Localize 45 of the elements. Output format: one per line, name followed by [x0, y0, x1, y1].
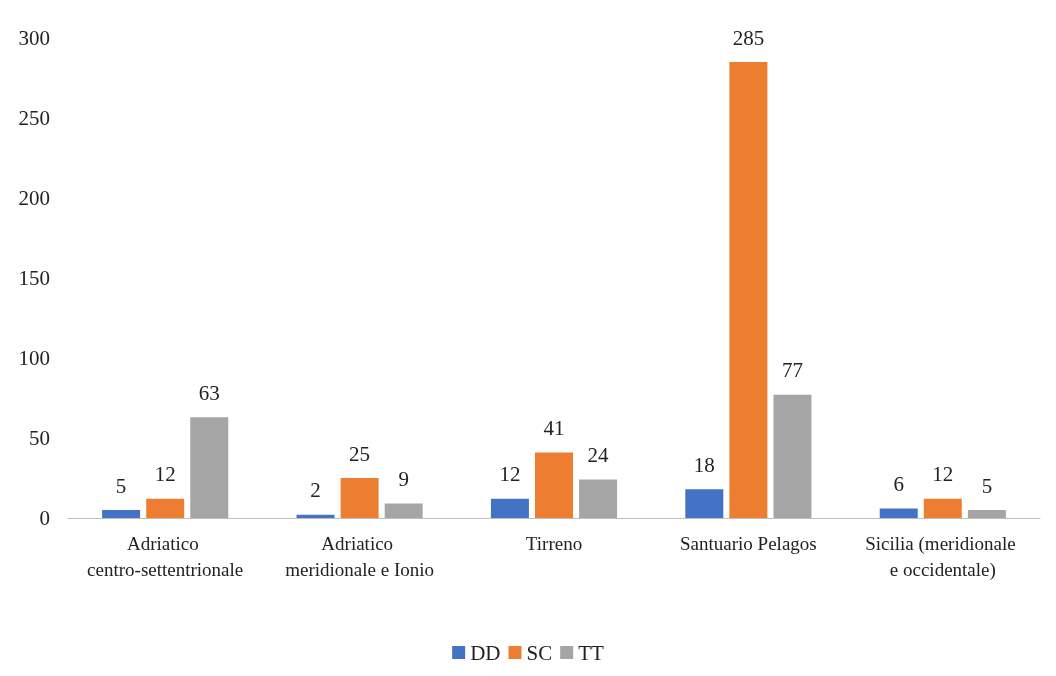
bar: [879, 508, 918, 518]
bar: [340, 478, 379, 518]
bar: [490, 498, 529, 518]
legend-label: SC: [526, 640, 553, 665]
data-label: 24: [587, 443, 610, 468]
bar: [967, 510, 1006, 518]
bar: [384, 503, 423, 518]
data-label: 6: [893, 471, 904, 496]
y-tick-label: 50: [29, 426, 50, 450]
bar: [296, 514, 335, 518]
x-tick-label: Adriatico centro-settentrionale: [87, 532, 244, 580]
y-tick-label: 150: [18, 266, 50, 290]
x-tick-label: Santuario Pelagos: [680, 532, 817, 554]
bar: [146, 498, 185, 518]
bar: [190, 417, 229, 518]
bar: [535, 452, 573, 518]
data-label: 2: [310, 478, 321, 503]
data-label: 41: [543, 415, 565, 440]
data-label: 63: [198, 380, 220, 405]
bar: [579, 479, 618, 518]
data-label: 9: [398, 467, 409, 492]
x-tick-label: Adriatico meridionale e Ionio: [285, 532, 434, 580]
y-tick-label: 300: [18, 26, 50, 50]
data-label: 18: [693, 452, 715, 477]
y-tick-label: 200: [18, 186, 50, 210]
data-label: 12: [932, 462, 954, 487]
legend-label: TT: [578, 640, 605, 665]
x-tick-label: Sicilia (meridionale e occidentale): [865, 532, 1021, 581]
bar: [773, 394, 812, 518]
x-tick-label: Tirreno: [525, 532, 583, 554]
data-label: 77: [781, 358, 803, 383]
y-tick-label: 0: [39, 506, 50, 530]
legend-label: DD: [470, 640, 501, 665]
data-label: 12: [499, 462, 521, 487]
bar: [685, 489, 724, 518]
data-label: 12: [154, 462, 176, 487]
bar: [102, 510, 141, 518]
y-tick-label: 250: [18, 106, 50, 130]
data-label: 5: [115, 473, 127, 498]
y-tick-label: 100: [18, 346, 50, 370]
data-label: 285: [732, 25, 765, 50]
data-label: 25: [349, 441, 371, 466]
data-label: 5: [981, 473, 993, 498]
bar: [923, 498, 962, 518]
bar: [729, 62, 768, 518]
